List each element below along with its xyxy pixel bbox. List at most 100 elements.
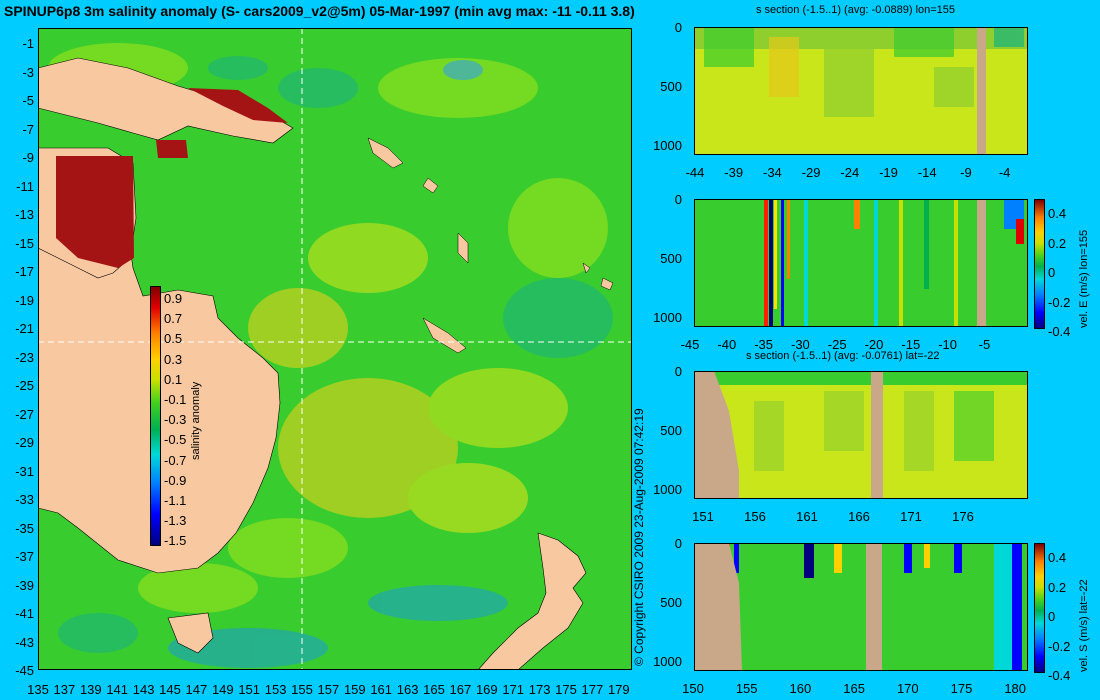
map-y-tick: -17: [15, 264, 34, 279]
section4-x-tick: 180: [1004, 681, 1027, 696]
section4-y-tick: 500: [660, 595, 682, 610]
section2-x-tick: -15: [901, 337, 921, 352]
section1-x-tick: -44: [685, 165, 705, 180]
section3-title: s section (-1.5..1) (avg: -0.0761) lat=-…: [746, 350, 940, 362]
map-colorbar-label: salinity anomaly: [190, 381, 202, 460]
section1-x-tick: -4: [998, 165, 1011, 180]
map-colorbar-tick: -1.3: [164, 513, 187, 529]
map-y-tick: -39: [15, 577, 34, 593]
section2-colorbar-tick: 0.2: [1048, 235, 1067, 251]
section1-y-tick: 500: [660, 79, 682, 94]
section2-colorbar-tick: 0: [1048, 265, 1056, 280]
section4-y-tick: 1000: [653, 654, 682, 669]
section2-x-tick: -45: [680, 337, 700, 352]
section3-plot: [694, 371, 1028, 499]
section4-x-tick: 160: [789, 681, 812, 696]
map-colorbar-tick: 0.3: [164, 351, 183, 367]
section2-colorbar-tick: -0.4: [1048, 324, 1071, 339]
map-y-tick: -41: [15, 606, 34, 621]
section4-x-tick: 170: [896, 681, 919, 696]
map-land-tasmania: [167, 612, 214, 654]
map-colorbar-tick: -0.7: [164, 452, 187, 468]
map-y-tick: -13: [15, 207, 34, 222]
map-x-tick: 153: [264, 682, 287, 697]
section2-land: [977, 199, 986, 327]
map-colorbar-tick: -0.9: [164, 472, 187, 488]
map-x-tick: 177: [581, 682, 604, 697]
section4-colorbar-tick: -0.2: [1048, 638, 1071, 654]
map-y-tick: -15: [15, 235, 34, 251]
map-y-tick: -29: [15, 435, 34, 450]
map-x-tick: 171: [502, 682, 525, 697]
section2-colorbar-label: vel. E (m/s) lon=155: [1078, 229, 1090, 328]
map-y-tick: -23: [15, 349, 34, 365]
section3-x-tick: 171: [900, 509, 922, 524]
map-y-tick: -7: [22, 121, 34, 137]
map-x-tick: 135: [27, 682, 49, 697]
section3-x-tick: 161: [796, 509, 818, 524]
section1-y-tick: 1000: [653, 138, 682, 153]
map-colorbar-tick: 0.5: [164, 331, 183, 347]
section2-x-tick: -40: [717, 337, 737, 352]
map-y-tick: -33: [15, 492, 34, 507]
map-colorbar-tick: 0.7: [164, 311, 183, 327]
map-y-tick: -21: [15, 321, 34, 336]
map-x-tick: 167: [449, 682, 472, 697]
map-y-tick: -19: [15, 292, 34, 308]
section4-land: [694, 543, 742, 671]
map-x-tick: 141: [106, 682, 129, 697]
map-x-tick: 179: [607, 682, 630, 697]
section1-x-tick: -24: [840, 165, 860, 180]
section1-title: s section (-1.5..1) (avg: -0.0889) lon=1…: [756, 4, 956, 16]
section1-plot: [694, 27, 1028, 155]
map-x-tick: 139: [79, 682, 102, 697]
section4-colorbar-tick: 0.2: [1048, 579, 1067, 595]
section3-x-tick: 166: [848, 509, 870, 524]
map-y-tick: -3: [22, 64, 34, 80]
map-y-tick: -43: [15, 634, 34, 650]
section2-x-tick: -5: [978, 337, 991, 352]
section4-colorbar-tick: 0: [1048, 609, 1056, 624]
section2-y-tick: 500: [660, 251, 682, 266]
map-y-tick: -25: [15, 378, 34, 393]
section1-x-tick: -34: [762, 165, 782, 180]
section2-x-tick: -10: [938, 337, 957, 352]
map-x-tick: 147: [185, 682, 208, 697]
section3-x-tick: 151: [692, 509, 714, 524]
map-x-tick: 157: [317, 682, 340, 697]
map-colorbar-tick: -0.3: [164, 412, 187, 428]
map-x-tick: 165: [423, 682, 445, 697]
section4-colorbar-tick: -0.4: [1048, 668, 1071, 683]
map-x-tick: 145: [159, 682, 181, 697]
map-y-tick: -11: [16, 178, 34, 194]
section4-y-tick: 0: [674, 536, 682, 551]
map-y-tick: -1: [22, 36, 34, 51]
map-land-new-guinea: [38, 57, 294, 144]
section4-colorbar: [1034, 543, 1045, 673]
map-hot-spot-gulf: [56, 156, 134, 268]
section2-plot: [694, 199, 1028, 327]
section2-colorbar-tick: -0.2: [1048, 294, 1071, 310]
section1-x-tick: -9: [960, 165, 972, 180]
map-colorbar: [150, 286, 161, 546]
section3-x-tick: 156: [744, 509, 766, 524]
map-x-tick: 175: [555, 682, 577, 697]
map-x-tick: 161: [370, 682, 393, 697]
map-y-tick: -31: [15, 463, 34, 479]
section2-colorbar: [1034, 199, 1045, 329]
map-colorbar-tick: 0.1: [164, 371, 183, 387]
section2-y-tick: 1000: [653, 310, 682, 325]
section3-x-tick: 176: [952, 509, 974, 524]
map-land-new-zealand: [477, 532, 587, 670]
map-colorbar-tick: -0.5: [164, 432, 187, 448]
section4-colorbar-tick: 0.4: [1048, 550, 1067, 565]
map-colorbar-tick: -1.1: [164, 493, 187, 508]
section4-x-tick: 165: [843, 681, 865, 696]
section2-x-tick: -30: [790, 337, 810, 352]
map-x-tick: 149: [211, 682, 234, 697]
map-x-tick: 151: [238, 682, 261, 697]
map-colorbar-tick: -1.5: [164, 533, 187, 549]
section4-colorbar-label: vel. S (m/s) lat=-22: [1078, 579, 1090, 672]
section1-x-tick: -29: [801, 165, 821, 180]
map-y-tick: -27: [15, 406, 34, 422]
